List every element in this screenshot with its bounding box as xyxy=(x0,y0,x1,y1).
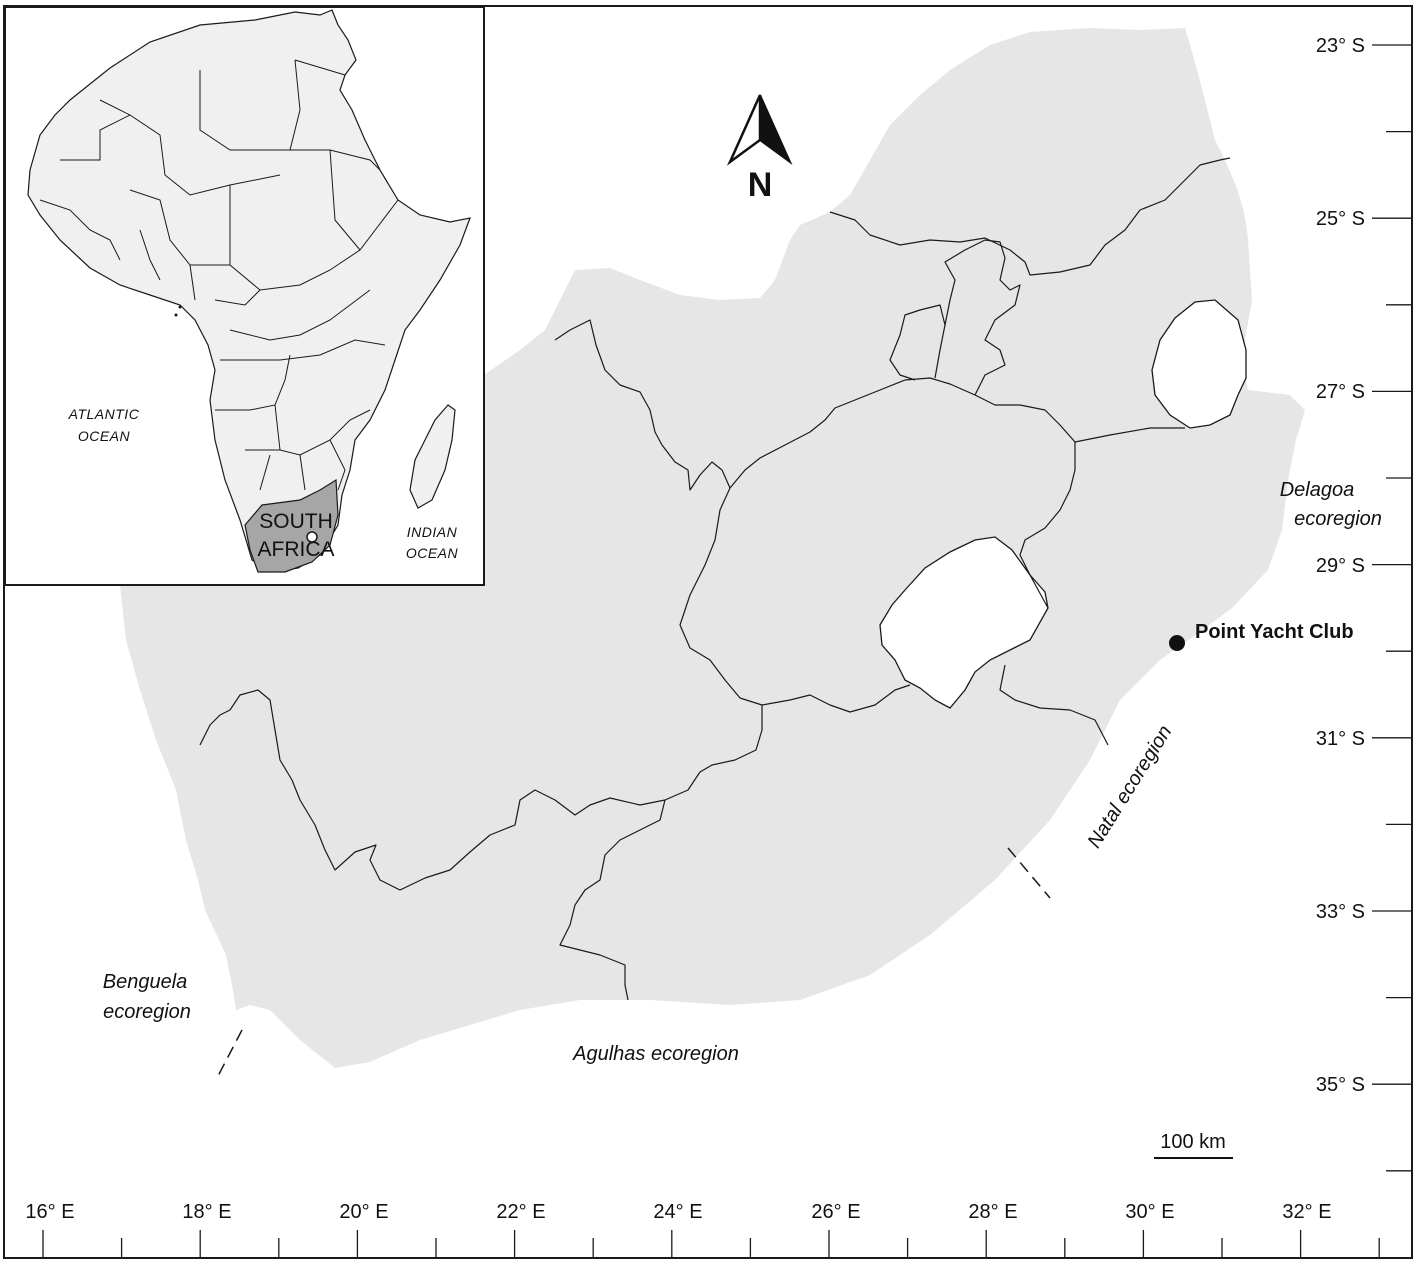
delagoa-label-2: ecoregion xyxy=(1294,508,1382,530)
lon-label: 20° E xyxy=(339,1201,388,1223)
benguela-label-2: ecoregion xyxy=(103,1001,191,1023)
site-label: Point Yacht Club xyxy=(1195,621,1354,643)
lat-label: 31° S xyxy=(1316,728,1365,750)
inset-indian-label-1: INDIAN xyxy=(407,524,458,540)
inset-atlantic-label-1: ATLANTIC xyxy=(68,406,140,422)
scale-bar: 100 km xyxy=(1154,1131,1233,1159)
lon-label: 16° E xyxy=(25,1201,74,1223)
inset-site-marker xyxy=(306,531,318,543)
benguela-label-1: Benguela xyxy=(103,971,188,993)
north-label: N xyxy=(748,166,773,204)
lat-label: 29° S xyxy=(1316,555,1365,577)
lat-label: 27° S xyxy=(1316,381,1365,403)
site-marker xyxy=(1169,635,1185,651)
lon-label: 32° E xyxy=(1282,1201,1331,1223)
lat-label: 35° S xyxy=(1316,1074,1365,1096)
lon-label: 30° E xyxy=(1125,1201,1174,1223)
inset-south-africa-highlight xyxy=(244,478,339,573)
north-arrow: N xyxy=(726,94,793,204)
lon-label: 24° E xyxy=(653,1201,702,1223)
madagascar-outline xyxy=(409,404,456,509)
inset-indian-label-2: OCEAN xyxy=(406,545,459,561)
lesotho-enclave xyxy=(879,536,1049,709)
lat-label: 23° S xyxy=(1316,35,1365,57)
lon-label: 18° E xyxy=(182,1201,231,1223)
scale-label: 100 km xyxy=(1160,1131,1226,1153)
africa-outline xyxy=(27,9,471,573)
ecoregion-boundary-dashes xyxy=(216,847,1051,1079)
africa-inset: ATLANTIC OCEAN INDIAN OCEAN SOUTH AFRICA xyxy=(4,6,485,586)
lat-label: 33° S xyxy=(1316,901,1365,923)
agulhas-label: Agulhas ecoregion xyxy=(572,1043,739,1065)
inset-country-label-1: SOUTH xyxy=(259,510,333,533)
inset-country-label-2: AFRICA xyxy=(257,538,334,561)
eswatini-enclave xyxy=(1151,299,1247,429)
lon-label: 22° E xyxy=(496,1201,545,1223)
inset-island-dot xyxy=(174,313,178,317)
inset-atlantic-label-2: OCEAN xyxy=(78,428,131,444)
lon-label: 26° E xyxy=(811,1201,860,1223)
lat-label: 25° S xyxy=(1316,208,1365,230)
provincial-boundaries xyxy=(199,157,1231,1001)
inset-country-borders xyxy=(39,59,399,491)
inset-island-dot xyxy=(178,305,182,309)
delagoa-label-1: Delagoa xyxy=(1280,479,1355,501)
latitude-axis xyxy=(1372,44,1411,1172)
longitude-axis xyxy=(42,1230,1380,1257)
lon-label: 28° E xyxy=(968,1201,1017,1223)
